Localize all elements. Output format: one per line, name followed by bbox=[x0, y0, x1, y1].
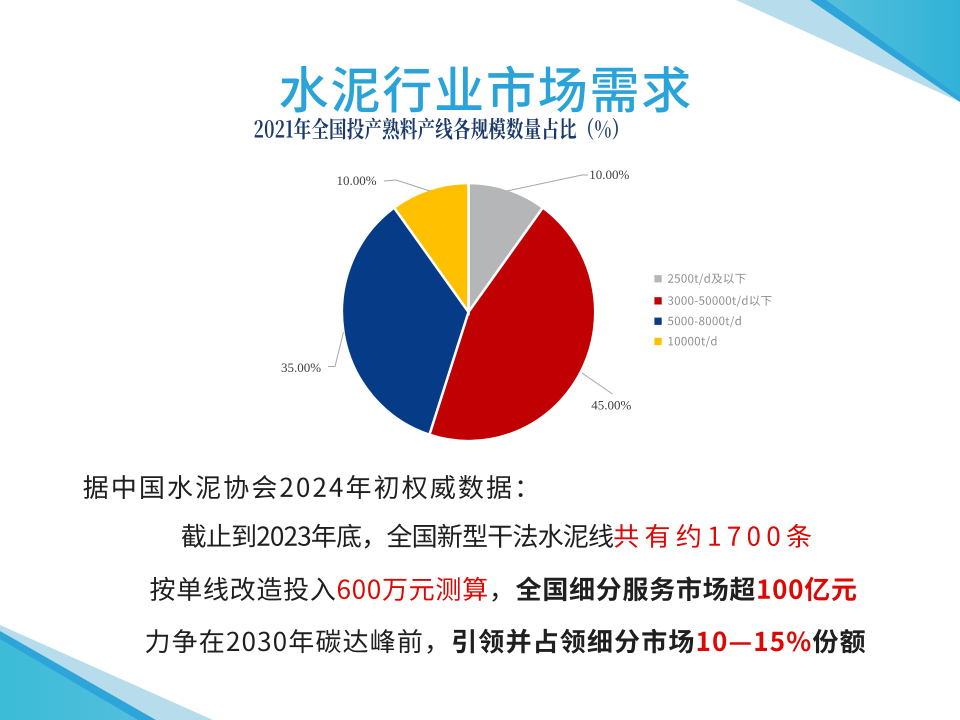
svg-text:10.00%: 10.00% bbox=[337, 173, 377, 188]
svg-text:45.00%: 45.00% bbox=[591, 397, 631, 412]
svg-text:35.00%: 35.00% bbox=[281, 360, 321, 375]
svg-text:10.00%: 10.00% bbox=[589, 167, 629, 182]
